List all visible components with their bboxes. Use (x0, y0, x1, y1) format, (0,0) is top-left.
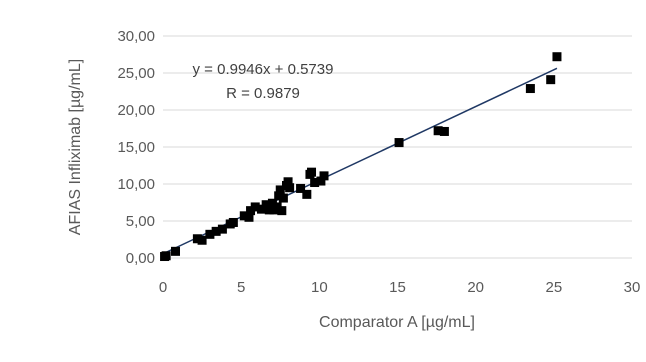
data-point (307, 167, 317, 177)
data-point (277, 206, 287, 216)
x-tick-label: 10 (311, 279, 328, 296)
equation-annotation: y = 0.9946x + 0.5739 (193, 61, 334, 78)
data-points (160, 52, 562, 262)
data-point (197, 235, 207, 245)
data-point (310, 178, 320, 188)
y-axis-title: AFIAS Infliximab [µg/mL] (67, 59, 84, 235)
y-tick-label: 10,00 (117, 176, 155, 193)
data-point (275, 185, 285, 195)
data-point (171, 246, 181, 256)
y-tick-labels: 0,00 5,00 10,00 15,00 20,00 25,00 30,00 (117, 28, 155, 267)
data-point (244, 212, 254, 222)
y-tick-label: 20,00 (117, 102, 155, 119)
data-point (217, 224, 227, 234)
data-point (246, 206, 256, 216)
data-point (250, 202, 260, 212)
data-point (525, 84, 535, 94)
data-point (274, 191, 284, 201)
x-tick-label: 15 (389, 279, 406, 296)
data-point (161, 251, 171, 261)
data-point (439, 126, 449, 136)
y-tick-label: 25,00 (117, 65, 155, 82)
x-tick-label: 30 (624, 279, 641, 296)
data-point (205, 229, 215, 239)
r-value-annotation: R = 0.9879 (226, 85, 300, 102)
y-tick-label: 15,00 (117, 139, 155, 156)
x-axis-title: Comparator A [µg/mL] (319, 314, 475, 331)
data-point (296, 183, 306, 193)
data-point (316, 176, 326, 186)
data-point (272, 202, 282, 212)
data-point (211, 226, 221, 236)
data-point (261, 200, 271, 210)
data-point (192, 234, 202, 244)
data-point (285, 183, 295, 193)
data-point (394, 138, 404, 148)
x-tick-label: 5 (237, 279, 245, 296)
data-point (283, 177, 293, 187)
x-tick-labels: 0 5 10 15 20 25 30 (159, 279, 641, 296)
data-point (546, 75, 556, 85)
y-tick-label: 30,00 (117, 28, 155, 45)
x-tick-label: 0 (159, 279, 167, 296)
data-point (433, 126, 443, 136)
data-point (264, 205, 274, 215)
data-point (319, 171, 329, 181)
y-tick-label: 5,00 (126, 213, 155, 230)
data-point (552, 52, 562, 62)
data-point (302, 189, 312, 199)
data-point (267, 198, 277, 208)
data-point (228, 217, 238, 227)
data-point (278, 193, 288, 203)
y-tick-label: 0,00 (126, 250, 155, 267)
x-tick-label: 20 (467, 279, 484, 296)
data-point (239, 211, 249, 221)
data-point (256, 204, 266, 214)
x-tick-label: 25 (545, 279, 562, 296)
